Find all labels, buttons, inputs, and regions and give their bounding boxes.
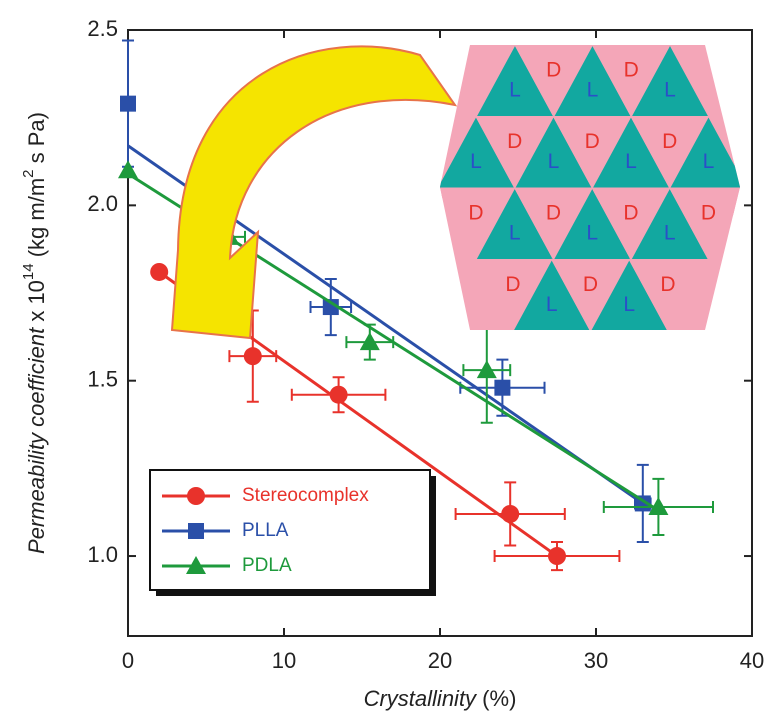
marker (359, 332, 380, 351)
x-tick-label: 30 (584, 648, 608, 673)
marker (120, 95, 136, 112)
x-label-part: Crystallinity (364, 686, 478, 711)
y-axis-label: Permeability coefficient x 1014 (kg m/m2… (20, 112, 48, 554)
y-tick-label: 1.5 (87, 367, 118, 392)
y-label-part: 2 (20, 169, 37, 177)
lattice-label: L (509, 78, 521, 101)
legend-label: Stereocomplex (242, 485, 369, 506)
marker (243, 347, 262, 366)
legend-marker (187, 487, 205, 505)
marker (322, 299, 339, 316)
y-tick-label: 2.0 (87, 191, 118, 216)
lattice-label: D (505, 273, 520, 296)
y-label-part: x 10 (24, 280, 49, 328)
lattice-label: D (660, 273, 675, 296)
lattice-label: L (546, 293, 558, 316)
legend-label: PDLA (242, 555, 292, 576)
lattice-label: D (585, 130, 600, 153)
x-tick-label: 0 (122, 648, 134, 673)
x-tick-label: 20 (428, 648, 452, 673)
lattice-label: L (625, 150, 637, 173)
lattice-label: L (470, 150, 482, 173)
marker (329, 385, 348, 404)
d-triangle (668, 187, 740, 261)
lattice-label: D (583, 273, 598, 296)
y-label-part: (kg m/m (24, 178, 49, 264)
legend-label: PLLA (242, 520, 289, 541)
lattice-label: D (507, 130, 522, 153)
marker (494, 379, 511, 396)
marker (648, 496, 669, 515)
lattice-label: L (586, 221, 598, 244)
x-axis-label: Crystallinity (%) (364, 686, 517, 711)
lattice-label: L (664, 221, 676, 244)
lattice-label: D (546, 58, 561, 81)
lattice-label: L (623, 293, 635, 316)
x-tick-label: 40 (740, 648, 764, 673)
marker (501, 504, 520, 523)
marker (476, 360, 497, 379)
axis-labels: Crystallinity (%) Permeability coefficien… (20, 112, 516, 711)
x-tick-label: 10 (272, 648, 296, 673)
y-label-part: 14 (20, 263, 37, 280)
lattice-label: L (703, 150, 715, 173)
y-label-part: s Pa) (24, 112, 49, 169)
lattice-label: D (546, 201, 561, 224)
y-tick-label: 2.5 (87, 16, 118, 41)
lattice-label: L (664, 78, 676, 101)
y-tick-label: 1.0 (87, 542, 118, 567)
legend-marker (188, 523, 204, 539)
legend: Stereocomplex PLLA PDLA (149, 469, 436, 596)
lattice-label: D (623, 201, 638, 224)
lattice-label: D (624, 58, 639, 81)
lattice-label: D (662, 130, 677, 153)
x-label-part: (%) (476, 686, 516, 711)
legend-marker (186, 556, 206, 574)
lattice-label: L (509, 221, 521, 244)
marker (118, 160, 138, 179)
marker (150, 262, 169, 281)
marker (548, 547, 566, 566)
axes: 0 10 20 30 40 1.0 1.5 2.0 2.5 (87, 16, 764, 673)
d-triangle (628, 259, 708, 330)
lattice-label: D (701, 201, 716, 224)
lattice-label: D (468, 201, 483, 224)
lattice-diagram: L D L D L L D L D L D L D L D L D L D D L D L D (440, 45, 740, 330)
lattice-label: L (548, 150, 560, 173)
arrow (170, 45, 458, 340)
lattice-label: L (587, 78, 599, 101)
y-label-part: Permeability coefficient (24, 327, 49, 554)
